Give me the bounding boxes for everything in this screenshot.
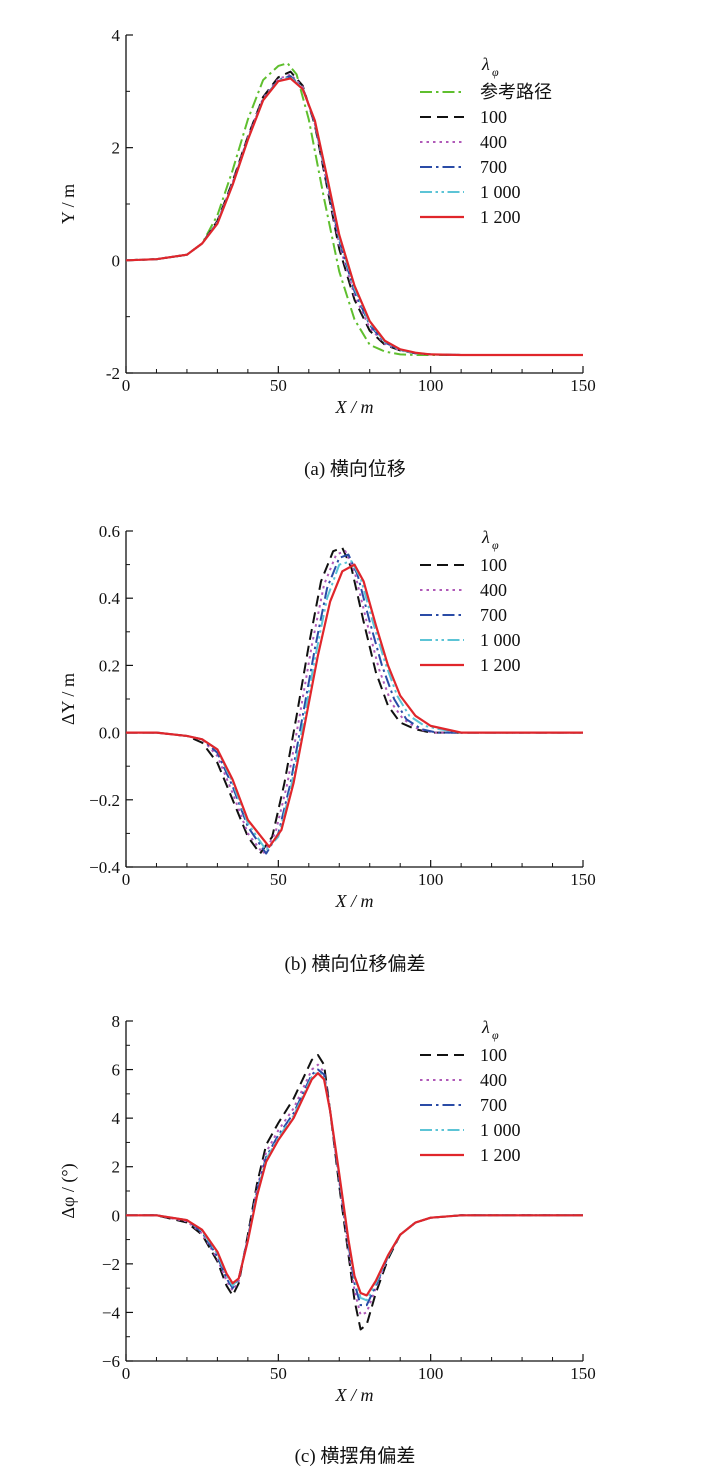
y-tick-label: 2 xyxy=(112,139,121,158)
y-tick-label: 4 xyxy=(112,26,121,45)
x-tick-label: 50 xyxy=(270,870,287,889)
legend-label: 1 200 xyxy=(480,207,521,227)
x-tick-label: 0 xyxy=(122,376,131,395)
x-axis-label: X / m xyxy=(335,1385,374,1405)
x-tick-label: 100 xyxy=(418,376,444,395)
x-axis-label: X / m xyxy=(335,891,374,911)
y-tick-label: −0.2 xyxy=(89,791,120,810)
x-axis-label: X / m xyxy=(335,397,374,417)
series-line-参考路径 xyxy=(126,62,583,356)
y-tick-label: 0.0 xyxy=(99,724,120,743)
legend-title-subscript: φ xyxy=(492,538,499,552)
y-axis-label: ΔY / m xyxy=(58,673,78,725)
series-line-1200 xyxy=(126,1072,583,1297)
y-tick-label: 8 xyxy=(112,1012,121,1031)
x-tick-label: 0 xyxy=(122,1364,131,1383)
legend-label: 1 000 xyxy=(480,1120,521,1140)
y-tick-label: 4 xyxy=(112,1109,121,1128)
legend-label: 400 xyxy=(480,580,507,600)
chart-panel-2: 0 50 100 150 −0.4 −0.2 0.0 0.2 0.4 0.6 X / m ΔY / m… xyxy=(58,522,596,975)
legend-title: λ xyxy=(481,54,490,74)
legend-label: 参考路径 xyxy=(480,82,552,102)
legend-title-subscript: φ xyxy=(492,65,499,79)
y-tick-label: 6 xyxy=(112,1061,121,1080)
y-tick-label: −0.4 xyxy=(89,858,120,877)
chart-panel-3: 0 50 100 150 −6 −4 −2 0 2 4 6 8 X / m Δφ / (°) λ φ 100 40… xyxy=(58,1012,596,1467)
legend-label: 100 xyxy=(480,555,507,575)
legend-label: 400 xyxy=(480,132,507,152)
legend-label: 100 xyxy=(480,107,507,127)
y-tick-label: −6 xyxy=(102,1352,120,1371)
figure-caption: (c) 横摆角偏差 xyxy=(295,1445,416,1467)
figure-caption: (b) 横向位移偏差 xyxy=(285,953,426,975)
series-line-1200 xyxy=(126,563,583,848)
x-tick-label: 150 xyxy=(570,870,596,889)
y-axis-label: Δφ / (°) xyxy=(58,1163,79,1218)
x-tick-label: 50 xyxy=(270,1364,287,1383)
series-line-1000 xyxy=(126,560,583,852)
figure-caption: (a) 横向位移 xyxy=(304,458,406,480)
legend-title: λ xyxy=(481,527,490,547)
legend-label: 700 xyxy=(480,605,507,625)
legend-label: 1 000 xyxy=(480,630,521,650)
x-tick-label: 150 xyxy=(570,1364,596,1383)
x-tick-label: 0 xyxy=(122,870,131,889)
series-line-100 xyxy=(126,546,583,855)
legend-title: λ xyxy=(481,1017,490,1037)
y-tick-label: 0.6 xyxy=(99,522,120,541)
x-tick-label: 100 xyxy=(418,870,444,889)
series-line-400 xyxy=(126,550,583,855)
y-tick-label: 0.2 xyxy=(99,656,120,675)
y-tick-label: 0 xyxy=(112,251,121,270)
legend-label: 1 200 xyxy=(480,655,521,675)
legend-label: 100 xyxy=(480,1045,507,1065)
y-tick-label: 2 xyxy=(112,1158,121,1177)
series-line-1000 xyxy=(126,1071,583,1302)
legend-label: 1 200 xyxy=(480,1145,521,1165)
legend-label: 700 xyxy=(480,157,507,177)
series-line-400 xyxy=(126,1063,583,1316)
series-line-700 xyxy=(126,553,583,855)
y-axis-label: Y / m xyxy=(58,184,78,224)
legend-label: 1 000 xyxy=(480,182,521,202)
x-tick-label: 100 xyxy=(418,1364,444,1383)
y-tick-label: -2 xyxy=(106,364,120,383)
y-tick-label: 0.4 xyxy=(99,589,121,608)
legend-label: 700 xyxy=(480,1095,507,1115)
y-tick-label: −4 xyxy=(102,1303,121,1322)
legend-title-subscript: φ xyxy=(492,1028,499,1042)
y-tick-label: 0 xyxy=(112,1206,121,1225)
series-line-1200 xyxy=(126,77,583,357)
x-tick-label: 50 xyxy=(270,376,287,395)
y-tick-label: −2 xyxy=(102,1255,120,1274)
legend-label: 400 xyxy=(480,1070,507,1090)
x-tick-label: 150 xyxy=(570,376,596,395)
